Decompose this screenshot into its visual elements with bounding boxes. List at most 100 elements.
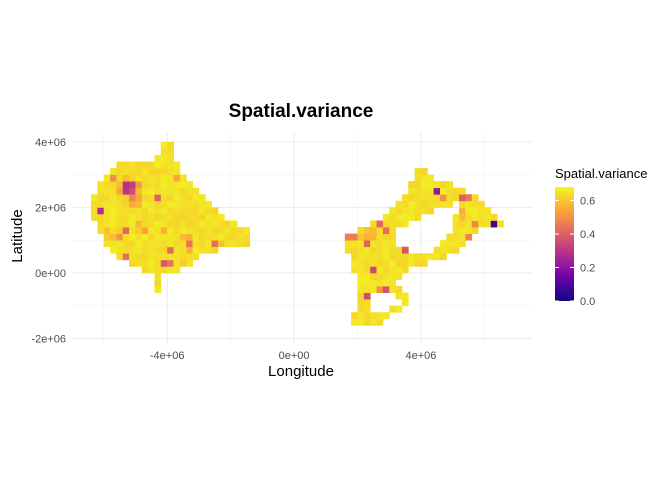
heatmap-cell-137: [154, 253, 162, 261]
heatmap-cell-42: [116, 213, 124, 221]
heatmap-cell-279: [224, 227, 232, 234]
heatmap-cell-351: [376, 259, 384, 267]
heatmap-cell-211: [179, 253, 187, 261]
heatmap-cell-5: [97, 220, 105, 228]
heatmap-cell-338: [370, 259, 377, 267]
heatmap-cell-465: [452, 227, 460, 234]
heatmap-cell-183: [167, 200, 174, 208]
heatmap-cell-24: [110, 240, 117, 248]
heatmap-cell-443: [433, 246, 441, 254]
heatmap-cell-223: [179, 174, 187, 182]
heatmap-cell-144: [154, 207, 162, 215]
heatmap-cell-373: [389, 279, 396, 287]
heatmap-cell-78: [129, 181, 136, 189]
heatmap-cell-496: [484, 220, 492, 228]
heatmap-cell-387: [395, 286, 403, 293]
heatmap-cell-118: [148, 246, 155, 254]
heatmap-cell-476: [459, 200, 466, 208]
heatmap-cell-458: [446, 200, 454, 208]
heatmap-cell-105: [141, 220, 149, 228]
heatmap-cell-497: [484, 213, 492, 221]
heatmap-cell-158: [160, 233, 168, 241]
heatmap-cell-41: [116, 220, 124, 228]
heatmap-cell-150: [154, 168, 162, 175]
heatmap-cell-417: [414, 253, 422, 261]
heatmap-cell-422: [414, 187, 422, 195]
heatmap-cell-10: [97, 187, 105, 195]
heatmap-cell-288: [243, 240, 251, 248]
heatmap-cell-241: [192, 227, 200, 234]
heatmap-cell-470: [459, 240, 466, 248]
heatmap-cell-380: [389, 233, 396, 241]
heatmap-cell-349: [376, 272, 384, 280]
heatmap-cell-287: [236, 227, 244, 234]
heatmap-cell-434: [420, 168, 428, 175]
heatmap-cell-119: [148, 240, 155, 248]
heatmap-cell-54: [122, 233, 130, 241]
heatmap-cell-244: [192, 207, 200, 215]
heatmap-cell-500: [490, 213, 498, 221]
heatmap-cell-448: [440, 253, 447, 261]
heatmap-cell-419: [414, 207, 422, 215]
y-axis-ticks: -2e+06 0e+00 2e+06 4e+06: [31, 137, 66, 346]
heatmap-cell-371: [389, 305, 396, 313]
heatmap-cell-16: [103, 213, 111, 221]
heatmap-cell-272: [217, 240, 225, 248]
heatmap-cell-257: [205, 246, 212, 254]
heatmap-cell-480: [465, 227, 473, 234]
heatmap-cell-484: [465, 200, 473, 208]
heatmap-cell-318: [363, 312, 371, 320]
heatmap-cell-86: [135, 233, 143, 241]
heatmap-cell-311: [357, 259, 365, 267]
legend-tick-label-1: 0.2: [580, 262, 595, 274]
heatmap-cell-4: [97, 227, 105, 234]
heatmap-cell-320: [363, 299, 371, 307]
heatmap-cell-194: [173, 259, 181, 267]
heatmap-cell-344: [370, 220, 377, 228]
heatmap-cell-208: [173, 168, 181, 175]
heatmap-cell-147: [154, 187, 162, 195]
heatmap-cell-292: [344, 240, 352, 248]
heatmap-cell-23: [110, 246, 117, 254]
heatmap-cell-474: [459, 213, 466, 221]
heatmap-cell-121: [148, 227, 155, 234]
heatmap-cell-51: [122, 253, 130, 261]
heatmap-cell-423: [414, 181, 422, 189]
heatmap-cell-289: [243, 233, 251, 241]
heatmap-cell-492: [478, 220, 485, 228]
heatmap-cell-193: [173, 266, 181, 274]
heatmap-cell-180: [167, 220, 174, 228]
heatmap-cell-450: [440, 240, 447, 248]
heatmap-cell-435: [427, 253, 435, 261]
heatmap-cell-34: [110, 174, 117, 182]
heatmap-cell-220: [179, 194, 187, 202]
legend-title: Spatial.variance: [555, 166, 648, 181]
heatmap-cell-248: [198, 246, 206, 254]
heatmap-cell-285: [236, 240, 244, 248]
heatmap-cell-300: [351, 240, 358, 248]
heatmap-cell-374: [389, 272, 396, 280]
x-axis-ticks: -4e+06 0e+00 4e+06: [150, 350, 437, 362]
heatmap-cell-53: [122, 240, 130, 248]
heatmap-cell-127: [148, 187, 155, 195]
heatmap-cell-353: [376, 246, 384, 254]
heatmap-cell-162: [160, 207, 168, 215]
heatmap-cell-156: [160, 246, 168, 254]
heatmap-cell-299: [351, 246, 358, 254]
heatmap-cell-233: [186, 200, 193, 208]
heatmap-cell-37: [116, 246, 124, 254]
heatmap-cell-195: [173, 253, 181, 261]
heatmap-cell-386: [395, 292, 403, 300]
x-tick-label-1: 0e+00: [279, 350, 310, 362]
heatmap-cell-307: [357, 286, 365, 293]
heatmap-cell-50: [116, 161, 124, 169]
heatmap-cell-205: [173, 187, 181, 195]
heatmap-cell-499: [490, 220, 498, 228]
heatmap-cell-393: [395, 220, 403, 228]
heatmap-cell-130: [148, 168, 155, 175]
heatmap-cell-309: [357, 272, 365, 280]
heatmap-cell-96: [135, 168, 143, 175]
heatmap-cell-438: [427, 194, 435, 202]
heatmap-cell-236: [186, 181, 193, 189]
heatmap-cell-174: [167, 259, 174, 267]
